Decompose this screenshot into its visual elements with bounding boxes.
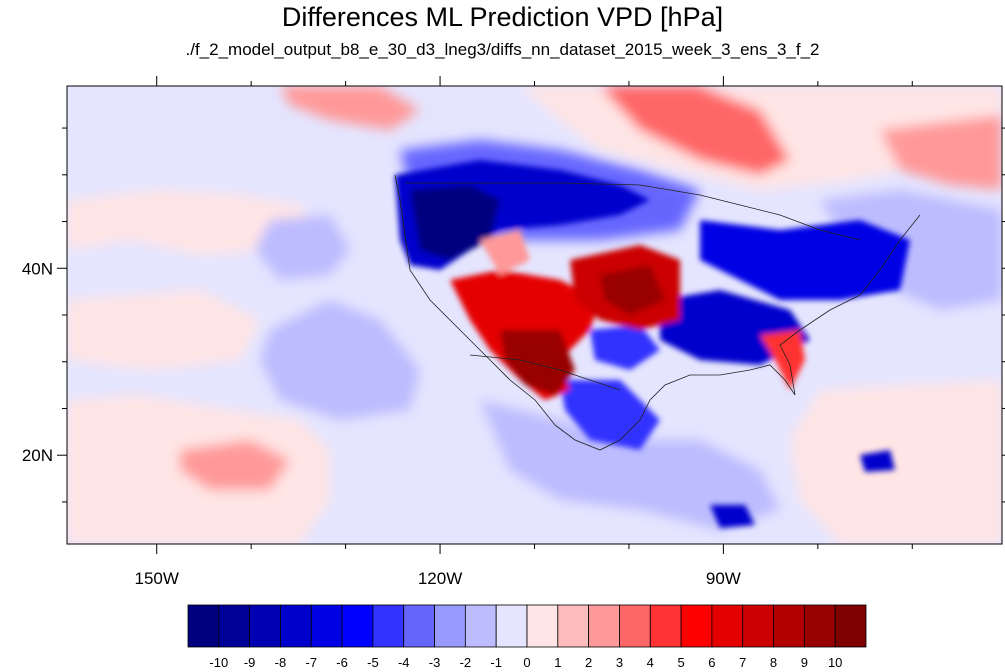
- atlantic-pale-positive: [790, 380, 1002, 544]
- colorbar-swatch: [834, 604, 867, 648]
- colorbar: -10 -9 -8 -7 -6 -5 -4 -3 -2 -1 0 1 2 3 4 5 6 7 8 9 10: [187, 604, 867, 670]
- colorbar-label: 8: [770, 655, 777, 670]
- northern-mexico-negative: [560, 380, 660, 450]
- great-lakes-negative: [700, 220, 910, 300]
- lon-tick-label: 120W: [418, 569, 462, 588]
- colorbar-swatch: [403, 604, 435, 648]
- colorbar-swatch: [803, 604, 836, 648]
- subtropical-positive: [180, 440, 290, 490]
- colorbar-swatch: [434, 604, 466, 648]
- colorbar-swatch: [742, 604, 774, 648]
- axis-ticks: 150W 120W 90W 40N 20N: [22, 76, 1005, 588]
- colorbar-swatch: [310, 604, 343, 648]
- colorbar-swatch: [557, 604, 590, 648]
- colorbar-label: -6: [336, 655, 348, 670]
- colorbar-label: 6: [708, 655, 715, 670]
- colorbar-label: 10: [828, 655, 842, 670]
- vpd-difference-field: [67, 86, 1002, 544]
- colorbar-label: -3: [429, 655, 441, 670]
- us-mexico-border: [469, 354, 621, 391]
- pacific-negative-patch: [255, 215, 350, 280]
- colorbar-swatch: [526, 604, 559, 648]
- colorbar-label: -9: [244, 655, 256, 670]
- east-pacific-pale-positive: [67, 290, 260, 370]
- plot-title: Differences ML Prediction VPD [hPa]: [281, 2, 724, 32]
- lon-tick-label: 90W: [706, 569, 741, 588]
- colorbar-label: 5: [677, 655, 684, 670]
- florida-positive: [760, 330, 805, 390]
- colorbar-label: 4: [647, 655, 654, 670]
- texas-negative-patch: [590, 325, 660, 370]
- cuba-negative: [860, 450, 895, 472]
- lat-tick-label: 20N: [22, 446, 53, 465]
- west-coast-line: [394, 174, 556, 426]
- colorbar-label: -7: [305, 655, 317, 670]
- honduras-negative: [710, 505, 755, 528]
- colorbar-swatch: [187, 604, 220, 648]
- coastlines: [394, 174, 921, 451]
- colorbar-swatch: [280, 604, 312, 648]
- colorbar-swatch: [619, 604, 651, 648]
- pacific-northwest-core: [410, 185, 500, 260]
- mexico-negative: [480, 400, 780, 530]
- colorbar-label: 3: [616, 655, 623, 670]
- colorbar-label: 2: [585, 655, 592, 670]
- colorbar-swatch: [588, 604, 620, 648]
- colorbar-label: -1: [490, 655, 502, 670]
- colorbar-swatch: [680, 604, 713, 648]
- colorbar-swatch: [649, 604, 682, 648]
- colorbar-swatch: [372, 604, 405, 648]
- colorbar-label: 9: [801, 655, 808, 670]
- hudson-positive: [600, 86, 790, 175]
- colorbar-label: -4: [398, 655, 410, 670]
- colorbar-label: 1: [554, 655, 561, 670]
- colorbar-swatch: [464, 604, 497, 648]
- colorbar-swatch: [711, 604, 744, 648]
- kansas-core-positive: [600, 265, 665, 315]
- colorbar-swatch: [495, 604, 528, 648]
- colorbar-label: -2: [460, 655, 472, 670]
- off-california-negative: [260, 300, 420, 420]
- lon-tick-label: 150W: [135, 569, 179, 588]
- colorbar-swatch: [249, 604, 281, 648]
- lat-tick-label: 40N: [22, 259, 53, 278]
- colorbar-swatch: [341, 604, 374, 648]
- pacific-pale-positive: [67, 190, 320, 255]
- plot-subtitle: ./f_2_model_output_b8_e_30_d3_lneg3/diff…: [185, 40, 820, 59]
- gulf-and-east-coast-line: [554, 214, 921, 451]
- colorbar-swatch: [773, 604, 805, 648]
- colorbar-label: -8: [275, 655, 287, 670]
- labrador-positive: [880, 115, 1002, 190]
- colorbar-label: -10: [209, 655, 228, 670]
- arizona-core-positive: [500, 330, 575, 395]
- gulf-alaska-positive: [280, 86, 420, 130]
- atlantic-negative: [820, 190, 1002, 310]
- great-basin-positive-edge: [480, 230, 530, 275]
- canada-us-border: [405, 182, 861, 241]
- colorbar-label: 7: [739, 655, 746, 670]
- colorbar-label: -5: [367, 655, 379, 670]
- colorbar-swatch: [218, 604, 251, 648]
- colorbar-label: 0: [523, 655, 530, 670]
